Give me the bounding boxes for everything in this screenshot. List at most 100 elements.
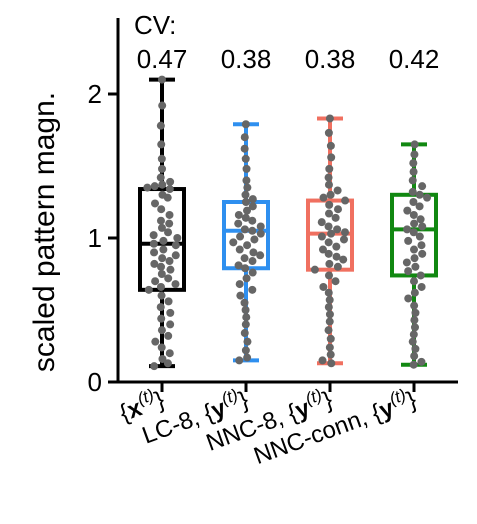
data-point: [248, 216, 257, 225]
cv-header-label: CV:: [134, 10, 176, 40]
data-point: [324, 180, 333, 189]
data-point: [241, 264, 250, 273]
data-point: [324, 173, 333, 182]
data-point: [416, 271, 425, 280]
data-points: [143, 75, 182, 371]
data-point: [163, 359, 172, 368]
data-point: [332, 252, 341, 261]
data-point: [157, 154, 166, 163]
data-point: [410, 140, 419, 149]
y-tick-label: 1: [88, 223, 102, 253]
data-point: [157, 270, 166, 278]
data-point: [324, 128, 333, 137]
data-point: [149, 231, 158, 240]
data-point: [324, 222, 333, 231]
data-point: [243, 183, 252, 192]
data-point: [410, 352, 419, 361]
data-point: [324, 249, 333, 258]
data-point: [418, 249, 427, 258]
x-ticks: [160, 382, 416, 392]
data-point: [150, 259, 159, 268]
data-point: [327, 153, 336, 162]
data-point: [236, 232, 245, 241]
data-point: [156, 216, 165, 225]
data-point: [241, 213, 250, 222]
data-point: [404, 294, 413, 303]
data-point: [409, 360, 418, 369]
data-point: [409, 330, 418, 339]
data-point: [243, 353, 252, 362]
data-point: [410, 288, 419, 297]
data-points: [310, 114, 350, 368]
box-series-1: [222, 120, 270, 365]
data-point: [240, 298, 249, 307]
data-point: [158, 101, 167, 110]
label-superscript: (t): [219, 385, 241, 408]
data-point: [156, 121, 165, 130]
data-point: [410, 323, 419, 332]
data-point: [418, 182, 427, 191]
data-point: [149, 239, 158, 248]
data-point: [410, 316, 419, 325]
data-point: [319, 282, 328, 291]
data-point: [331, 213, 340, 222]
data-point: [324, 288, 333, 297]
data-point: [241, 198, 250, 206]
cv-value: 0.47: [137, 44, 188, 74]
data-point: [339, 255, 348, 264]
data-point: [415, 232, 424, 241]
data-point: [243, 241, 252, 250]
data-point: [242, 164, 251, 173]
data-point: [256, 229, 265, 238]
data-point: [158, 164, 167, 173]
data-point: [156, 173, 165, 182]
data-point: [157, 291, 166, 300]
data-point: [324, 303, 333, 312]
data-point: [325, 343, 334, 352]
data-point: [171, 241, 180, 250]
data-point: [318, 245, 327, 254]
data-point: [324, 271, 333, 280]
y-axis-label: scaled pattern magn.: [28, 92, 61, 372]
data-point: [229, 238, 238, 247]
data-point: [324, 326, 333, 335]
data-point: [165, 185, 174, 194]
data-point: [157, 140, 166, 149]
data-point: [417, 241, 426, 250]
data-point: [417, 282, 426, 291]
data-point: [240, 133, 249, 142]
data-point: [166, 177, 175, 186]
data-point: [166, 320, 175, 329]
data-point: [164, 228, 173, 237]
data-point: [165, 210, 174, 219]
data-point: [171, 251, 180, 260]
box-series-0: [138, 75, 186, 371]
data-point: [158, 354, 167, 363]
data-point: [143, 183, 152, 192]
data-point: [241, 190, 250, 199]
data-point: [248, 285, 257, 294]
cv-values: 0.47 0.38 0.38 0.42: [137, 44, 440, 74]
data-point: [411, 262, 420, 271]
data-point: [151, 277, 160, 286]
data-point: [411, 344, 420, 353]
data-point: [157, 326, 166, 335]
data-point: [339, 235, 348, 244]
data-point: [157, 314, 166, 323]
data-point: [409, 228, 418, 237]
data-point: [325, 310, 334, 319]
data-point: [409, 245, 418, 254]
data-point: [242, 313, 251, 322]
data-point: [415, 190, 424, 199]
data-point: [235, 356, 244, 365]
data-point: [163, 193, 172, 202]
data-point: [248, 195, 257, 204]
data-point: [234, 210, 243, 219]
data-point: [256, 222, 265, 231]
label-prefix: LC-8, {: [139, 399, 217, 449]
data-points: [402, 140, 432, 369]
cv-value: 0.38: [221, 44, 272, 74]
data-point: [241, 154, 250, 163]
data-point: [242, 274, 251, 283]
